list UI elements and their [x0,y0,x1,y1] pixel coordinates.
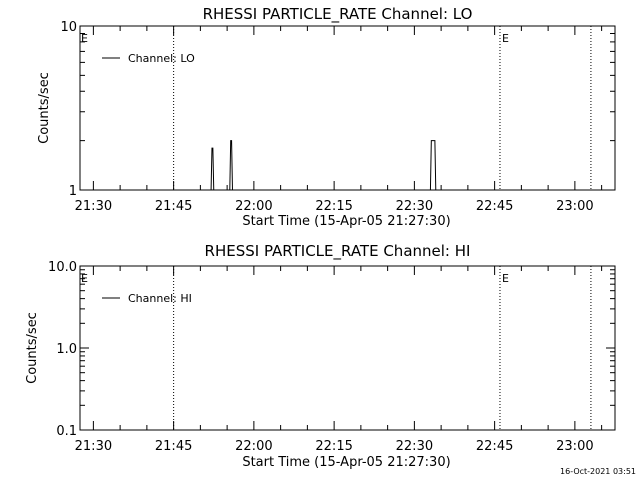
x-tick-label: 21:45 [155,439,192,454]
plot-frame [79,25,616,191]
x-tick-label: 23:00 [556,199,593,214]
x-tick-label: 22:30 [396,439,433,454]
event-marker-label: E [502,32,509,45]
x-tick-label: 22:45 [476,439,513,454]
x-tick-label: 21:30 [75,439,112,454]
chart-title: RHESSI PARTICLE_RATE Channel: HI [205,242,471,261]
y-tick-label: 1.0 [56,342,77,357]
x-axis-label: Start Time (15-Apr-05 21:27:30) [242,214,450,229]
y-axis-label: Counts/sec [25,312,40,384]
y-tick-label: 0.1 [56,424,77,439]
x-axis-label: Start Time (15-Apr-05 21:27:30) [242,455,450,470]
y-axis-label: Counts/sec [37,72,52,144]
legend-label: Channel: LO [128,52,195,65]
y-tick-label: 1 [69,184,77,199]
x-tick-label: 21:30 [75,199,112,214]
event-marker-label: E [502,272,509,285]
y-tick-label: 10 [60,20,77,35]
x-tick-label: 22:45 [476,199,513,214]
edge-marker-label: E [81,32,88,45]
x-tick-label: 22:00 [235,199,272,214]
chart-panel-1: RHESSI PARTICLE_RATE Channel: LO 21:30 21:… [37,5,616,229]
x-tick-label: 22:15 [315,199,352,214]
series-line [429,140,437,191]
chart-title: RHESSI PARTICLE_RATE Channel: LO [203,5,473,24]
x-tick-label: 22:15 [315,439,352,454]
series-line [229,140,233,191]
x-tick-label: 21:45 [155,199,192,214]
x-tick-label: 23:00 [556,439,593,454]
x-tick-label: 22:30 [396,199,433,214]
edge-marker-label: E [81,272,88,285]
legend-label: Channel: HI [128,292,192,305]
chart-panel-2: RHESSI PARTICLE_RATE Channel: HI 21:30 21:… [25,242,616,470]
series-line [210,147,215,191]
y-tick-label: 10.0 [48,260,77,275]
footer-timestamp: 16-Oct-2021 03:51 [560,467,636,476]
x-tick-label: 22:00 [235,439,272,454]
